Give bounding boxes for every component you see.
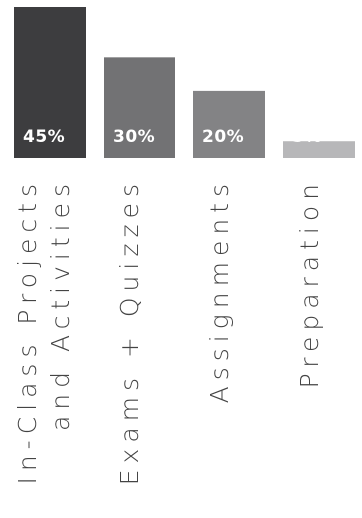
data-labels-group: 45% 30% 20% 5% (23, 127, 322, 147)
data-label-2: 30% (113, 127, 155, 147)
bar-2 (104, 57, 175, 159)
category-label-4-line-1: Preparation (295, 178, 324, 388)
bar-4 (283, 141, 355, 158)
bars-group (14, 7, 355, 159)
data-label-1: 45% (23, 127, 65, 147)
bar-1 (14, 7, 86, 158)
category-label-2-line-1: Exams + Quizzes (115, 178, 144, 485)
category-label-1-line-2: and Activities (46, 178, 75, 431)
data-label-4: 5% (292, 127, 322, 147)
category-labels-group: In-Class Projects and Activities Exams + Q… (13, 178, 324, 485)
category-label-3-line-1: Assignments (205, 178, 234, 403)
data-label-3: 20% (202, 127, 244, 147)
bar-3 (193, 90, 265, 158)
category-label-1-line-1: In-Class Projects (13, 178, 42, 485)
